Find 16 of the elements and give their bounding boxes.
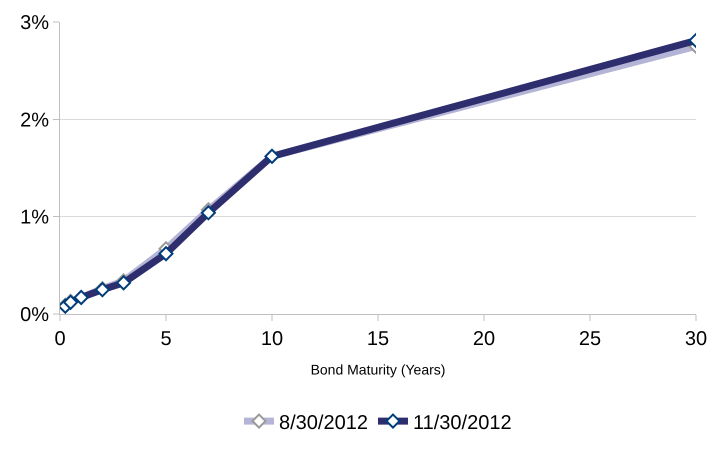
x-tick-label: 0 xyxy=(54,328,66,350)
y-tick-label: 0% xyxy=(20,304,50,326)
x-tick-label: 15 xyxy=(366,328,390,350)
point xyxy=(158,246,174,262)
x-tick-label: 20 xyxy=(472,328,496,350)
legend-label: 11/30/2012 xyxy=(412,412,512,434)
point xyxy=(200,205,216,220)
x-tick-label: 25 xyxy=(578,328,602,350)
x-tick-label: 30 xyxy=(684,328,708,350)
x-tick-label: 10 xyxy=(260,328,284,350)
legend-label: 8/30/2012 xyxy=(279,412,368,434)
x-tick-label: 5 xyxy=(160,328,172,350)
x-axis-title: Bond Maturity (Years) xyxy=(310,361,446,378)
y-tick-label: 1% xyxy=(20,206,50,229)
y-tick-label: 2% xyxy=(20,109,50,132)
y-tick-label: 3% xyxy=(20,12,50,34)
